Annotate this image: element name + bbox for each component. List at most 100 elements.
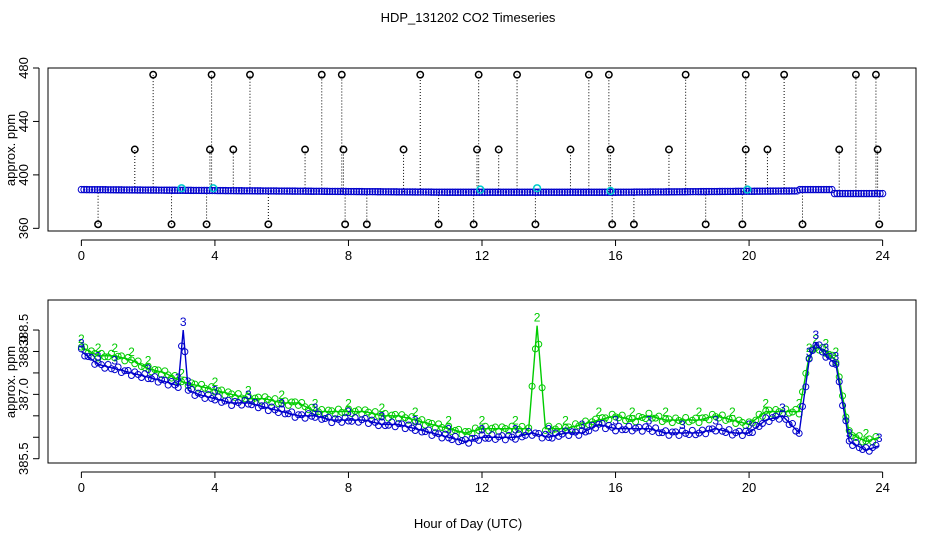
series-3-point (652, 424, 660, 432)
series-3-point (798, 402, 806, 410)
series-3-point (718, 427, 726, 435)
outlier-point (167, 220, 176, 229)
baseline-point (176, 186, 184, 195)
baseline-point (777, 187, 785, 195)
baseline-point (237, 187, 246, 195)
baseline-point (131, 186, 139, 194)
outlier-point (434, 220, 443, 229)
baseline-point (841, 189, 849, 198)
series-2-point (151, 366, 159, 374)
baseline-point (683, 188, 692, 196)
series-3-point (188, 385, 196, 393)
series-2-point (308, 403, 316, 411)
series-2-point (845, 427, 853, 435)
baseline-point (88, 185, 96, 194)
series-2-point (191, 380, 199, 388)
series-2-point (455, 425, 463, 433)
baseline-point (181, 186, 190, 195)
series-3-point (682, 429, 690, 437)
outlier-point (873, 145, 882, 154)
baseline-point (430, 188, 438, 196)
baseline-point (646, 188, 654, 196)
x-tick-label: 16 (608, 248, 622, 263)
series-2-point (618, 411, 626, 419)
series-3-point (104, 360, 112, 368)
series-2-point (481, 422, 489, 430)
baseline-point (582, 188, 590, 196)
baseline-point (505, 188, 513, 196)
baseline-point (510, 188, 518, 196)
baseline-point (157, 186, 166, 194)
series-3-point (488, 431, 496, 439)
series-3-label: 3 (180, 315, 187, 329)
series-2-point (682, 414, 690, 422)
baseline-point (694, 187, 703, 196)
flag-point (209, 184, 218, 193)
baseline-point (718, 187, 727, 196)
baseline-point (232, 187, 240, 195)
series-2-point (535, 340, 543, 348)
series-3-label: 3 (312, 401, 319, 415)
baseline-point (403, 188, 411, 196)
x-tick-label: 12 (475, 480, 489, 495)
baseline-point (390, 188, 398, 196)
baseline-point (99, 186, 107, 194)
baseline-point (91, 185, 99, 194)
baseline-point (440, 188, 449, 196)
series-2-point (505, 427, 513, 435)
series-2-point (782, 405, 790, 413)
series-3-point (431, 429, 439, 437)
baseline-point (721, 187, 729, 196)
series-2-label: 2 (111, 341, 118, 355)
series-3-point (845, 437, 853, 445)
series-3-point (561, 427, 569, 435)
series-3-point (141, 370, 149, 378)
series-3-label: 3 (833, 349, 840, 363)
baseline-point (448, 188, 457, 196)
baseline-point (635, 188, 644, 196)
series-2-point (201, 384, 209, 392)
baseline-point (555, 188, 564, 196)
outlier-point (469, 220, 478, 229)
baseline-point (104, 186, 112, 194)
baseline-point (155, 186, 163, 194)
baseline-point (785, 187, 793, 195)
baseline-point (248, 187, 257, 195)
baseline-point (456, 188, 465, 196)
outlier-point (362, 220, 371, 229)
outlier-point (606, 145, 615, 154)
series-2-point (525, 424, 533, 432)
series-3-point (859, 446, 867, 454)
series-3-label: 3 (111, 354, 118, 368)
series-3-point (575, 431, 583, 439)
baseline-point (168, 186, 176, 194)
series-3-point (735, 427, 743, 435)
baseline-point (585, 188, 593, 196)
outlier-point (681, 70, 690, 79)
baseline-point (678, 188, 687, 196)
baseline-point (112, 186, 120, 194)
baseline-point (310, 187, 318, 195)
series-3-point (778, 410, 786, 418)
series-2-point (338, 408, 346, 416)
series-3-label: 3 (445, 422, 452, 436)
baseline-point (347, 187, 355, 196)
baseline-point (163, 186, 171, 194)
baseline-point (360, 187, 369, 196)
baseline-point (240, 187, 249, 195)
series-3-point (388, 418, 396, 426)
series-3-label: 3 (245, 388, 252, 402)
outlier-point (780, 70, 789, 79)
series-2-point (622, 417, 630, 425)
baseline-point (192, 186, 200, 195)
baseline-point (491, 188, 500, 196)
series-3-point (782, 415, 790, 423)
baseline-point (432, 188, 441, 196)
baseline-point (742, 187, 751, 196)
series-3-point (805, 355, 813, 363)
baseline-point (820, 185, 828, 194)
outlier-point (474, 70, 483, 79)
baseline-point (726, 187, 735, 196)
series-2-point (685, 418, 693, 426)
baseline-point (224, 186, 232, 195)
